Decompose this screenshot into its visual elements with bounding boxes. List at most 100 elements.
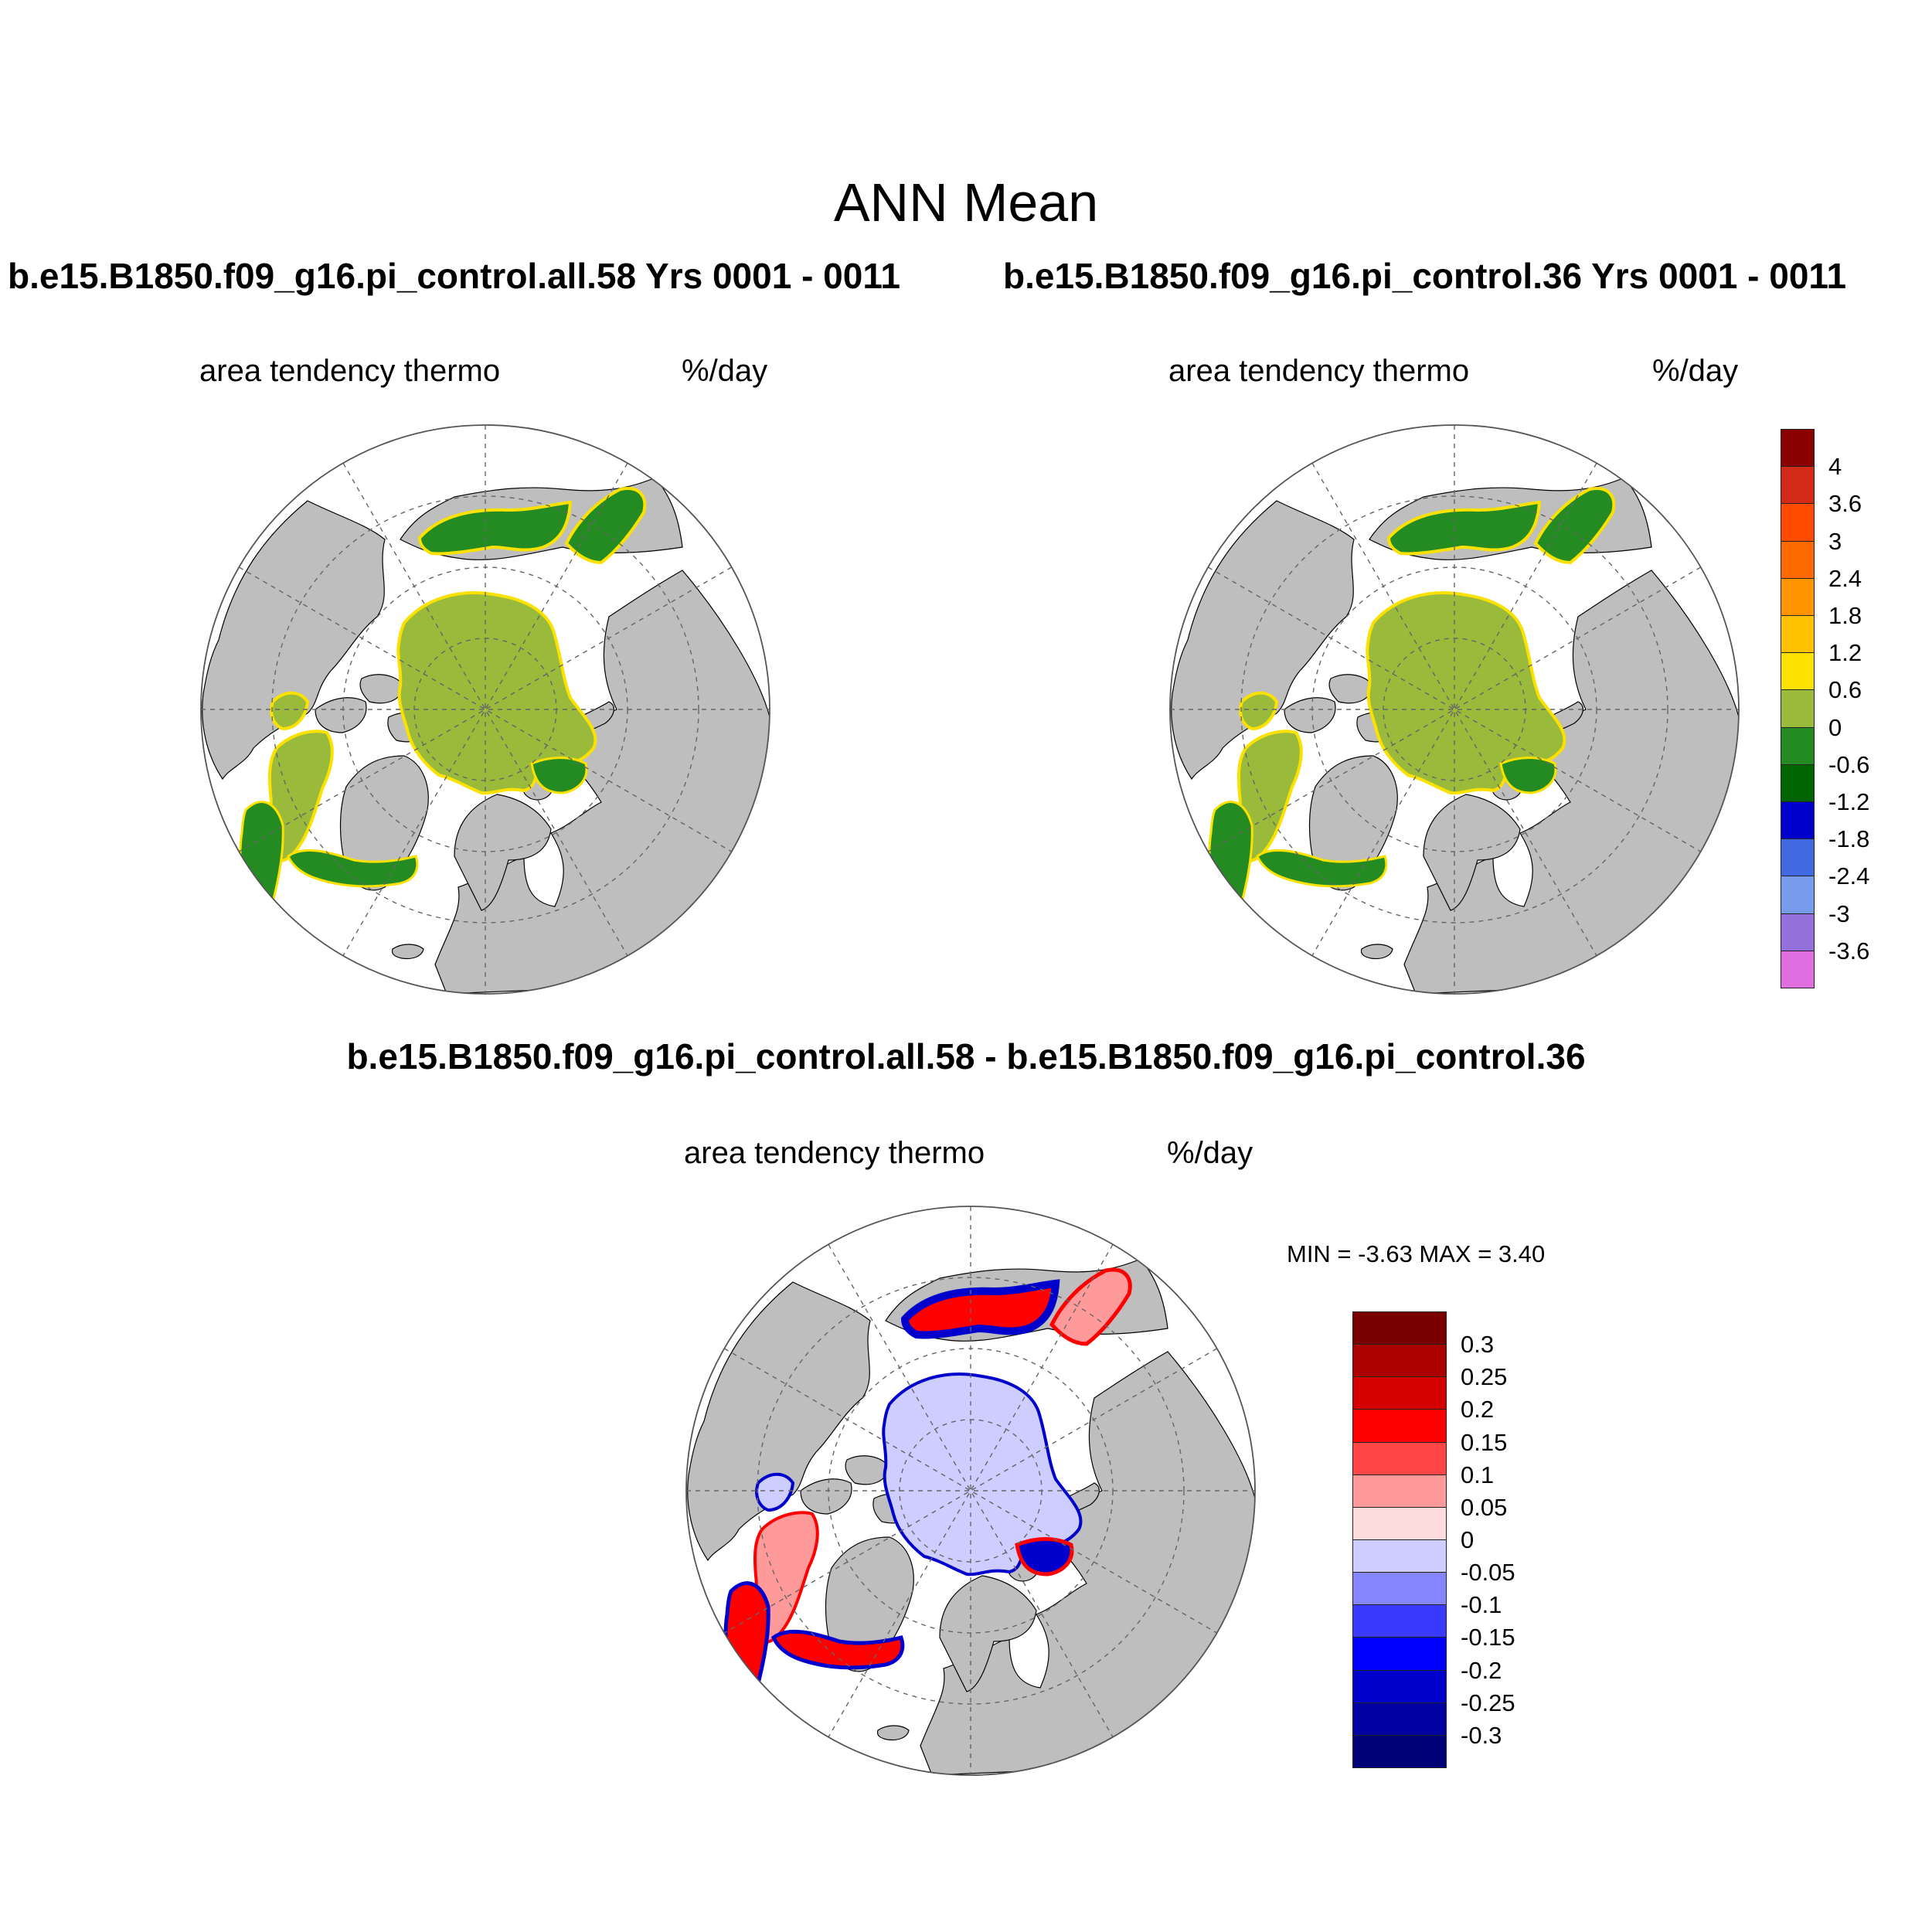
colorbar-main-swatch (1781, 577, 1815, 617)
colorbar-diff-swatch (1352, 1637, 1447, 1672)
colorbar-main-tick-label: 0.6 (1828, 676, 1862, 704)
panel-1-land-greenland (339, 755, 429, 891)
colorbar-diff-tick-label: -0.25 (1461, 1689, 1515, 1716)
colorbar-diff-tick-label: 0 (1461, 1526, 1475, 1553)
panel-2-ice-barents_ice (1499, 757, 1557, 794)
panel-2-meridian (1207, 566, 1702, 852)
panel-2-land-greenland (1308, 755, 1398, 891)
colorbar-main-tick-label: 3.6 (1828, 490, 1862, 518)
panel-1-ice-barents_ice (530, 757, 588, 794)
colorbar-diff-swatch (1352, 1572, 1447, 1606)
difference-meridian (828, 1243, 1114, 1738)
panel-1-meridian (342, 462, 628, 957)
colorbar-diff-tick-label: -0.05 (1461, 1559, 1515, 1587)
colorbar-main-swatch (1781, 689, 1815, 729)
colorbar-main-swatch (1781, 615, 1815, 654)
colorbar-main-tick-label: -3.6 (1828, 937, 1870, 964)
panel-1-polar-map (200, 424, 770, 995)
colorbar-main: 4 3.6 3 2.4 1.8 1.2 0.6 0 -0.6 -1.2 -1.8 -2.4 -3 -3.6 (1781, 429, 1904, 989)
panel-2-case-title: b.e15.B1850.f09_g16.pi_control.36 Yrs 00… (1003, 256, 1847, 296)
panel-1-ice-okhotsk_ice (564, 487, 647, 565)
colorbar-diff-tick-label: 0.3 (1461, 1331, 1495, 1359)
panel-1-meridian (238, 566, 733, 852)
colorbar-main-swatch (1781, 726, 1815, 766)
difference-ice-okhotsk_ice (1049, 1267, 1132, 1346)
panel-2-meridian (1207, 566, 1702, 852)
panel-2-latitude-circle (1240, 495, 1668, 923)
colorbar-main-tick-label: 1.8 (1828, 602, 1862, 629)
difference-title: b.e15.B1850.f09_g16.pi_control.all.58 - … (346, 1036, 1586, 1077)
colorbar-diff-tick-label: 0.15 (1461, 1428, 1508, 1456)
difference-meridian (723, 1348, 1218, 1634)
colorbar-diff-tick-label: -0.15 (1461, 1624, 1515, 1651)
panel-2-land-scandinavia (1423, 794, 1521, 911)
colorbar-main-swatch (1781, 764, 1815, 803)
panel-2-units-label: %/day (1652, 354, 1739, 388)
panel-2-land-iceland (1360, 944, 1393, 960)
colorbar-diff-tick-label: -0.1 (1461, 1591, 1502, 1619)
colorbar-main-swatch (1781, 801, 1815, 840)
colorbar-main-tick-label: -2.4 (1828, 862, 1870, 890)
difference-ice-ggap_ice (770, 1629, 905, 1670)
panel-2-map-content (1170, 425, 1739, 994)
difference-ice-barents_ice (1015, 1537, 1074, 1577)
difference-polar-map (685, 1206, 1256, 1776)
colorbar-main-tick-label: 0 (1828, 713, 1842, 741)
difference-land-scandinavia (939, 1575, 1037, 1692)
colorbar-diff-swatch (1352, 1376, 1447, 1410)
difference-latitude-circle (757, 1277, 1185, 1705)
difference-units-label: %/day (1167, 1136, 1253, 1170)
difference-ice-bering_ice (900, 1279, 1060, 1339)
colorbar-main-swatch (1781, 838, 1815, 877)
difference-map-content (686, 1206, 1255, 1775)
colorbar-main-swatch (1781, 429, 1815, 468)
colorbar-main-swatch (1781, 540, 1815, 580)
colorbar-diff-tick-label: -0.3 (1461, 1721, 1502, 1749)
panel-1-map-content (201, 425, 770, 994)
colorbar-main-tick-label: 3 (1828, 527, 1842, 555)
panel-1-land-iceland (391, 944, 424, 960)
panel-1-meridian (342, 462, 628, 957)
panel-2-variable-label: area tendency thermo (1168, 354, 1470, 388)
panel-1-latitude-circle (271, 495, 699, 923)
colorbar-diff-swatch (1352, 1734, 1447, 1769)
colorbar-main-tick-label: -1.8 (1828, 825, 1870, 853)
colorbar-diff-tick-label: 0.1 (1461, 1461, 1495, 1488)
difference-meridian (723, 1348, 1218, 1634)
colorbar-diff-swatch (1352, 1702, 1447, 1736)
colorbar-main-tick-label: 2.4 (1828, 564, 1862, 592)
colorbar-main-tick-label: 1.2 (1828, 639, 1862, 667)
colorbar-main-tick-label: -3 (1828, 900, 1850, 927)
colorbar-main-swatch (1781, 466, 1815, 505)
colorbar-diff-tick-label: 0.2 (1461, 1396, 1495, 1423)
colorbar-diff-swatch (1352, 1311, 1447, 1345)
colorbar-diff-tick-label: -0.2 (1461, 1656, 1502, 1684)
panel-2-land-arch1 (1284, 697, 1336, 733)
colorbar-main-swatch (1781, 652, 1815, 691)
colorbar-difference: 0.3 0.25 0.2 0.15 0.1 0.05 0 -0.05 -0.1 -0.15 -0.2… (1352, 1311, 1515, 1769)
difference-variable-label: area tendency thermo (684, 1136, 985, 1170)
panel-1-land-scandinavia (454, 794, 552, 911)
panel-2-meridian (1311, 462, 1597, 957)
colorbar-diff-tick-label: 0.05 (1461, 1493, 1508, 1521)
colorbar-main-tick-label: -0.6 (1828, 750, 1870, 778)
difference-land-arch1 (800, 1478, 852, 1515)
panel-1-variable-label: area tendency thermo (199, 354, 501, 388)
difference-minmax: MIN = -3.63 MAX = 3.40 (1287, 1240, 1546, 1267)
colorbar-main-swatch (1781, 913, 1815, 952)
panel-2-map-border (1169, 424, 1740, 995)
colorbar-diff-swatch (1352, 1409, 1447, 1444)
difference-meridian (828, 1243, 1114, 1738)
difference-land-iceland (876, 1725, 910, 1741)
colorbar-diff-swatch (1352, 1441, 1447, 1476)
panel-2-meridian (1311, 462, 1597, 957)
difference-map-border (685, 1206, 1256, 1776)
panel-1-meridian (238, 566, 733, 852)
panel-1-map-border (200, 424, 770, 995)
colorbar-diff-tick-label: 0.25 (1461, 1363, 1508, 1391)
panel-2-ice-ggap_ice (1256, 849, 1388, 888)
colorbar-main-tick-label: 4 (1828, 453, 1842, 481)
colorbar-diff-swatch (1352, 1539, 1447, 1573)
panel-2-polar-map (1169, 424, 1740, 995)
colorbar-main-swatch (1781, 950, 1815, 989)
